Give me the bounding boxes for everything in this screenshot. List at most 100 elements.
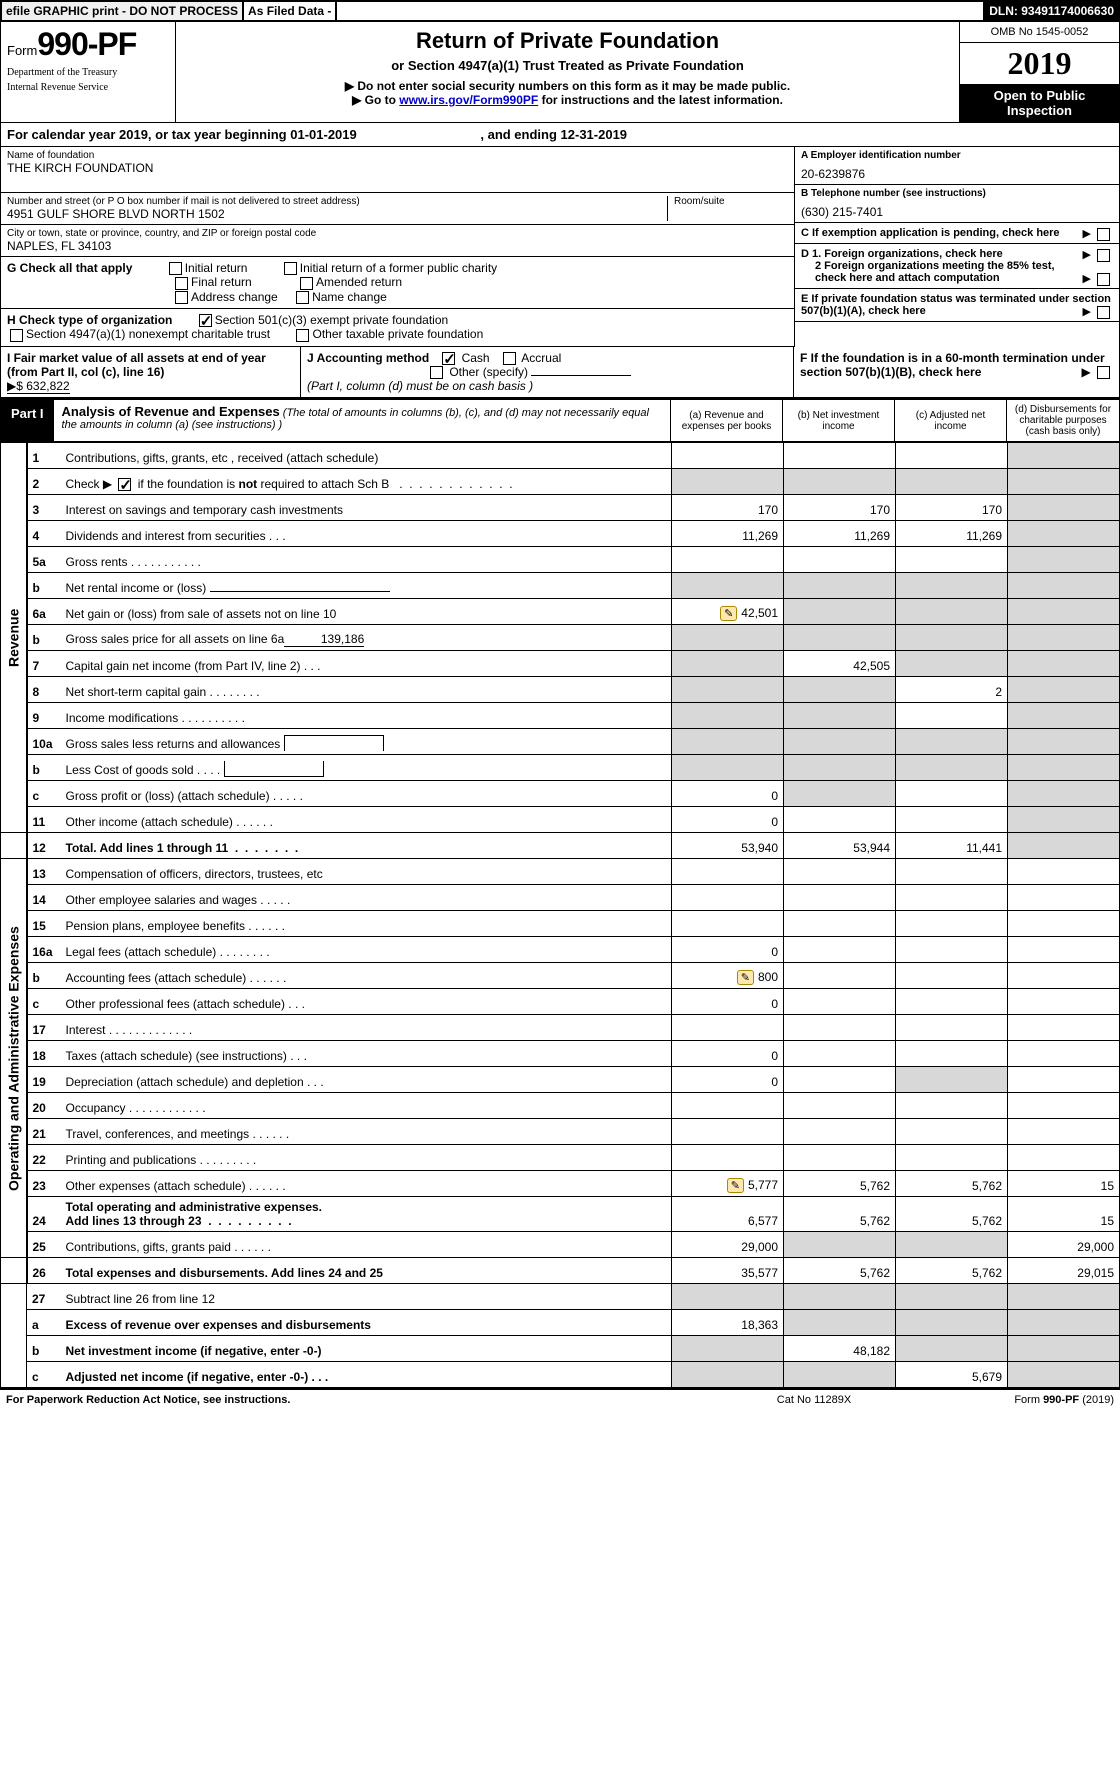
instr2-pre: ▶ Go to xyxy=(352,93,399,107)
row-27: 27Subtract line 26 from line 12 xyxy=(1,1284,1120,1310)
row-12: 12Total. Add lines 1 through 11 . . . . … xyxy=(1,833,1120,859)
cal-pre: For calendar year 2019, or tax year begi… xyxy=(7,127,290,142)
row-27c: cAdjusted net income (if negative, enter… xyxy=(1,1362,1120,1388)
form-number: Form990-PF xyxy=(7,26,169,63)
header-mid: Return of Private Foundation or Section … xyxy=(176,22,959,122)
info-section: Name of foundation THE KIRCH FOUNDATION … xyxy=(0,147,1120,347)
foundation-name: THE KIRCH FOUNDATION xyxy=(7,161,788,175)
row-23: 23Other expenses (attach schedule) . . .… xyxy=(1,1171,1120,1197)
chk-name[interactable] xyxy=(296,291,309,304)
row-17: 17Interest . . . . . . . . . . . . . xyxy=(1,1015,1120,1041)
chk-initial-former[interactable] xyxy=(284,262,297,275)
row-11: 11Other income (attach schedule) . . . .… xyxy=(1,807,1120,833)
opt-amended: Amended return xyxy=(316,275,402,289)
chk-c[interactable] xyxy=(1097,228,1110,241)
chk-initial[interactable] xyxy=(169,262,182,275)
chk-d2[interactable] xyxy=(1097,273,1110,286)
foundation-city: NAPLES, FL 34103 xyxy=(7,239,788,253)
address-cell: Number and street (or P O box number if … xyxy=(1,193,794,225)
opt-initial-former: Initial return of a former public charit… xyxy=(300,261,497,275)
e-label: E If private foundation status was termi… xyxy=(801,293,1111,317)
chk-other[interactable] xyxy=(430,366,443,379)
chk-address[interactable] xyxy=(175,291,188,304)
header-left: Form990-PF Department of the Treasury In… xyxy=(1,22,176,122)
foundation-name-cell: Name of foundation THE KIRCH FOUNDATION xyxy=(1,147,794,193)
chk-e[interactable] xyxy=(1097,306,1110,319)
side-expenses: Operating and Administrative Expenses xyxy=(1,859,27,1258)
chk-other-tax[interactable] xyxy=(296,329,309,342)
row-19: 19Depreciation (attach schedule) and dep… xyxy=(1,1067,1120,1093)
attach-icon[interactable]: ✎ xyxy=(737,970,754,985)
name-label: Name of foundation xyxy=(7,150,788,161)
open-inspection: Open to Public Inspection xyxy=(960,84,1119,122)
chk-4947[interactable] xyxy=(10,329,23,342)
ein-label: A Employer identification number xyxy=(801,150,961,161)
chk-d1[interactable] xyxy=(1097,249,1110,262)
col-b-hdr: (b) Net investment income xyxy=(783,400,895,441)
row-16a: 16aLegal fees (attach schedule) . . . . … xyxy=(1,937,1120,963)
irs: Internal Revenue Service xyxy=(7,82,169,93)
row-5a: 5aGross rents . . . . . . . . . . . xyxy=(1,547,1120,573)
i-value: ▶$ 632,822 xyxy=(7,379,70,394)
attach-icon[interactable]: ✎ xyxy=(720,606,737,621)
row-5b: bNet rental income or (loss) xyxy=(1,573,1120,599)
opt-accrual: Accrual xyxy=(521,351,561,365)
city-label: City or town, state or province, country… xyxy=(7,228,788,239)
cal-mid: , and ending xyxy=(480,127,560,142)
form-header: Form990-PF Department of the Treasury In… xyxy=(0,22,1120,122)
city-cell: City or town, state or province, country… xyxy=(1,225,794,257)
opt-cash: Cash xyxy=(462,351,490,365)
row-10a: 10aGross sales less returns and allowanc… xyxy=(1,729,1120,755)
chk-schb[interactable] xyxy=(118,478,131,491)
opt-501c3: Section 501(c)(3) exempt private foundat… xyxy=(215,313,448,327)
row-13: Operating and Administrative Expenses 13… xyxy=(1,859,1120,885)
row-16c: cOther professional fees (attach schedul… xyxy=(1,989,1120,1015)
d2-label: 2 Foreign organizations meeting the 85% … xyxy=(815,260,1055,284)
chk-501c3[interactable] xyxy=(199,314,212,327)
part1-label: Part I xyxy=(1,400,54,441)
row-3: 3Interest on savings and temporary cash … xyxy=(1,495,1120,521)
d2-row: 2 Foreign organizations meeting the 85% … xyxy=(801,260,1113,284)
c-label: C If exemption application is pending, c… xyxy=(801,227,1060,239)
spacer xyxy=(337,2,985,20)
row-27a: aExcess of revenue over expenses and dis… xyxy=(1,1310,1120,1336)
opt-4947: Section 4947(a)(1) nonexempt charitable … xyxy=(26,327,270,341)
form-prefix: Form xyxy=(7,43,37,58)
ein-value: 20-6239876 xyxy=(801,167,1113,181)
row-4: 4Dividends and interest from securities … xyxy=(1,521,1120,547)
col-c-hdr: (c) Adjusted net income xyxy=(895,400,1007,441)
chk-accrual[interactable] xyxy=(503,352,516,365)
chk-f[interactable] xyxy=(1097,366,1110,379)
col-a-hdr: (a) Revenue and expenses per books xyxy=(671,400,783,441)
opt-final: Final return xyxy=(191,275,252,289)
chk-cash[interactable] xyxy=(442,352,455,365)
page-footer: For Paperwork Reduction Act Notice, see … xyxy=(0,1388,1120,1410)
chk-amended[interactable] xyxy=(300,277,313,290)
addr-label: Number and street (or P O box number if … xyxy=(7,196,661,207)
ijf-row: I Fair market value of all assets at end… xyxy=(0,347,1120,399)
opt-other-tax: Other taxable private foundation xyxy=(312,327,483,341)
j-label: J Accounting method xyxy=(307,351,429,365)
j-note: (Part I, column (d) must be on cash basi… xyxy=(307,379,533,393)
form-num-big: 990-PF xyxy=(37,26,136,62)
col-d-hdr: (d) Disbursements for charitable purpose… xyxy=(1007,400,1119,441)
row-2: 2Check ▶ if the foundation is not requir… xyxy=(1,469,1120,495)
irs-link[interactable]: www.irs.gov/Form990PF xyxy=(399,93,538,107)
footer-right: Form 990-PF (2019) xyxy=(914,1394,1114,1406)
row-9: 9Income modifications . . . . . . . . . … xyxy=(1,703,1120,729)
section-j: J Accounting method Cash Accrual Other (… xyxy=(301,347,794,398)
form-subtitle: or Section 4947(a)(1) Trust Treated as P… xyxy=(182,58,953,73)
section-i: I Fair market value of all assets at end… xyxy=(1,347,301,398)
row-21: 21Travel, conferences, and meetings . . … xyxy=(1,1119,1120,1145)
room-label: Room/suite xyxy=(674,196,788,207)
attach-icon[interactable]: ✎ xyxy=(727,1178,744,1193)
opt-initial: Initial return xyxy=(185,261,248,275)
row-27b: bNet investment income (if negative, ent… xyxy=(1,1336,1120,1362)
section-f: F If the foundation is in a 60-month ter… xyxy=(794,347,1119,398)
chk-final[interactable] xyxy=(175,277,188,290)
row-6a: 6aNet gain or (loss) from sale of assets… xyxy=(1,599,1120,625)
header-right: OMB No 1545-0052 2019 Open to Public Ins… xyxy=(959,22,1119,122)
phone-cell: B Telephone number (see instructions) (6… xyxy=(795,185,1119,223)
row-8: 8Net short-term capital gain . . . . . .… xyxy=(1,677,1120,703)
foundation-addr: 4951 GULF SHORE BLVD NORTH 1502 xyxy=(7,207,661,221)
